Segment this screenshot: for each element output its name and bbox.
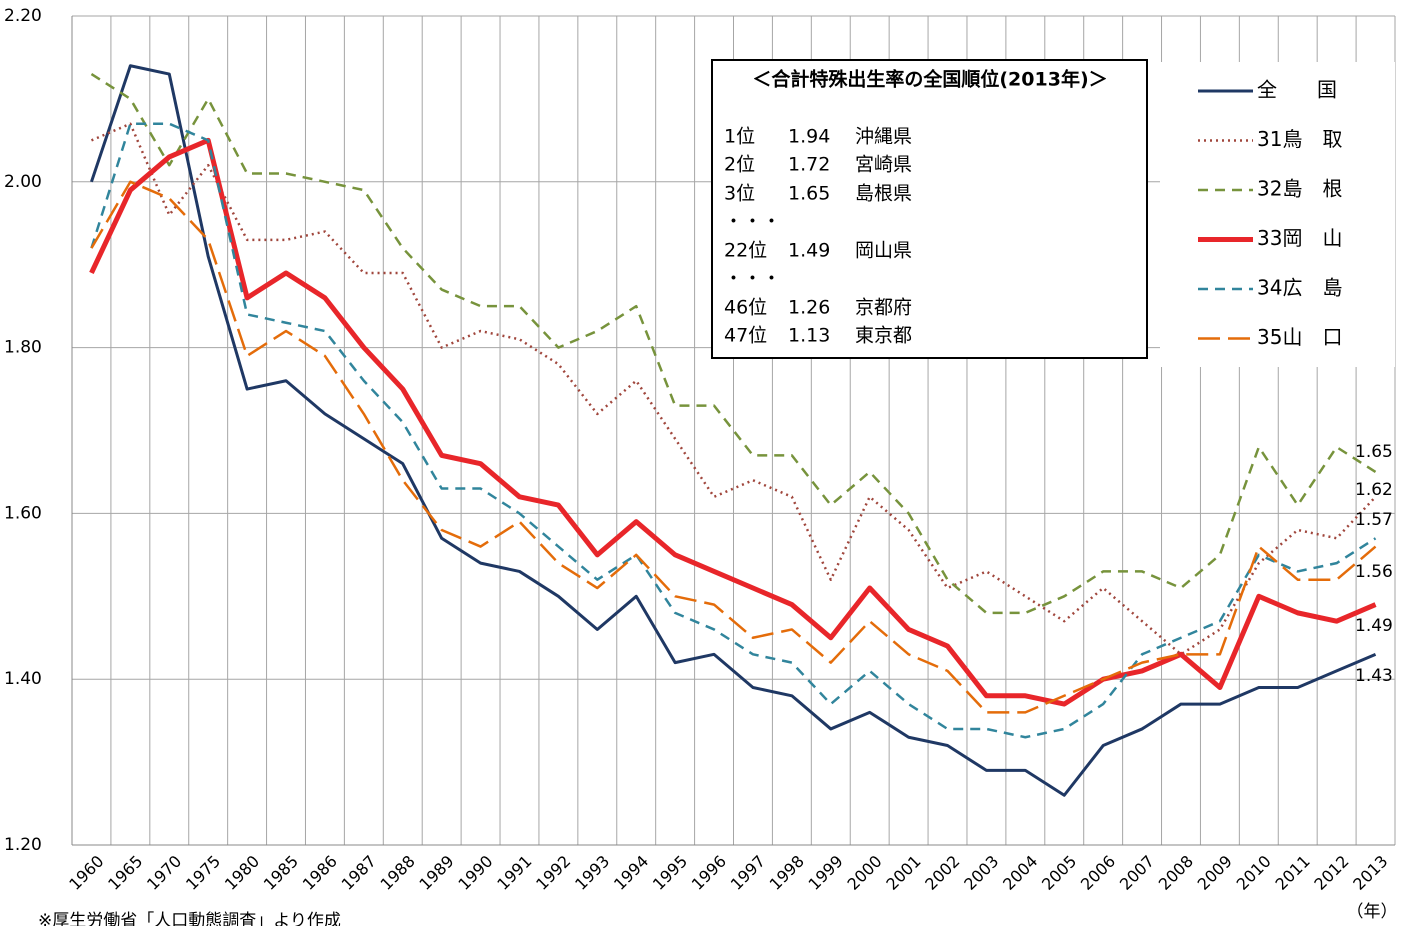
x-tick-label: 2001 <box>882 852 924 894</box>
x-tick-label: 1960 <box>65 852 107 894</box>
x-tick-label: 1995 <box>649 852 691 894</box>
series-line <box>90 122 1377 739</box>
x-tick-label: 1970 <box>143 852 185 894</box>
source-note: ※厚生労働省「人口動態調査」より作成 <box>38 911 341 926</box>
x-tick-label: 2004 <box>999 852 1041 894</box>
info-box-text: 1位 <box>724 126 755 148</box>
value-label: 1.62 <box>1355 480 1393 500</box>
x-tick-label: 1993 <box>571 852 613 894</box>
x-tick-label: 1990 <box>454 852 496 894</box>
x-tick-label: 1997 <box>727 852 769 894</box>
value-label: 1.49 <box>1355 616 1393 636</box>
x-tick-label: 2000 <box>843 852 885 894</box>
y-tick-label: 2.00 <box>4 172 42 192</box>
legend-label: 全 国 <box>1257 78 1337 102</box>
legend-label: 33岡 山 <box>1257 226 1342 250</box>
series-line <box>90 64 1377 797</box>
x-tick-label: 2012 <box>1310 852 1352 894</box>
x-tick-label: 2008 <box>1155 852 1197 894</box>
value-label: 1.57 <box>1355 510 1393 530</box>
info-box-text: 沖縄県 <box>855 126 912 148</box>
x-tick-label: 2011 <box>1272 852 1314 894</box>
info-box-text: 宮崎県 <box>855 154 912 176</box>
info-box-text: ・・・ <box>724 211 781 233</box>
info-box <box>711 59 1148 359</box>
info-box-text: 1.49 <box>788 240 830 262</box>
x-tick-label: 1980 <box>221 852 263 894</box>
legend-label: 31鳥 取 <box>1257 127 1342 151</box>
x-tick-label: 1991 <box>493 852 535 894</box>
y-tick-label: 1.20 <box>4 835 42 855</box>
info-box-text: 2位 <box>724 154 755 176</box>
y-tick-label: 1.80 <box>4 338 42 358</box>
info-box-text: 46位 <box>724 297 767 319</box>
x-tick-label: 1994 <box>610 852 652 894</box>
info-box-text: 京都府 <box>855 297 912 319</box>
y-tick-label: 1.40 <box>4 669 42 689</box>
value-label: 1.43 <box>1355 666 1393 686</box>
info-box-text: 1.65 <box>788 183 830 205</box>
legend-label: 32島 根 <box>1257 177 1342 201</box>
x-tick-label: 1965 <box>104 852 146 894</box>
series-line <box>89 137 1377 707</box>
x-tick-label: 1985 <box>260 852 302 894</box>
info-box-text: 1.94 <box>788 126 830 148</box>
x-tick-label: 1986 <box>299 852 341 894</box>
y-tick-label: 2.20 <box>4 6 42 26</box>
info-box-text: 島根県 <box>855 183 912 205</box>
x-tick-label: 1996 <box>688 852 730 894</box>
x-tick-label: 2002 <box>921 852 963 894</box>
info-box-text: 岡山県 <box>855 240 912 262</box>
y-tick-label: 1.60 <box>4 503 42 523</box>
x-tick-label: 2009 <box>1194 852 1236 894</box>
info-box-text: 47位 <box>724 325 767 347</box>
x-tick-label: 2006 <box>1077 852 1119 894</box>
info-box-text: ・・・ <box>724 268 781 290</box>
info-box-text: 3位 <box>724 183 755 205</box>
legend <box>1160 62 1395 367</box>
x-tick-label: 2003 <box>960 852 1002 894</box>
x-tick-label: 2007 <box>1116 852 1158 894</box>
x-tick-label: 1975 <box>182 852 224 894</box>
x-tick-label: 1999 <box>805 852 847 894</box>
x-tick-label: 1998 <box>766 852 808 894</box>
value-label: 1.65 <box>1355 442 1393 462</box>
series-line <box>90 72 1377 615</box>
info-box-text: 1.13 <box>788 325 830 347</box>
info-box-text: 1.26 <box>788 297 830 319</box>
info-box-text: 東京都 <box>855 325 912 347</box>
legend-label: 35山 口 <box>1257 325 1342 349</box>
info-box-title: ＜合計特殊出生率の全国順位(2013年)＞ <box>752 68 1107 91</box>
info-box-text: 1.72 <box>788 154 830 176</box>
x-unit: （年） <box>1347 902 1398 922</box>
x-tick-label: 2013 <box>1349 852 1391 894</box>
series-line <box>90 180 1377 714</box>
legend-label: 34広 島 <box>1257 276 1342 300</box>
x-tick-label: 1988 <box>377 852 419 894</box>
x-tick-label: 2010 <box>1233 852 1275 894</box>
value-label: 1.56 <box>1355 562 1393 582</box>
x-tick-label: 1992 <box>532 852 574 894</box>
info-box-text: 22位 <box>724 240 767 262</box>
x-tick-label: 2005 <box>1038 852 1080 894</box>
x-tick-label: 1989 <box>415 852 457 894</box>
x-tick-label: 1987 <box>338 852 380 894</box>
